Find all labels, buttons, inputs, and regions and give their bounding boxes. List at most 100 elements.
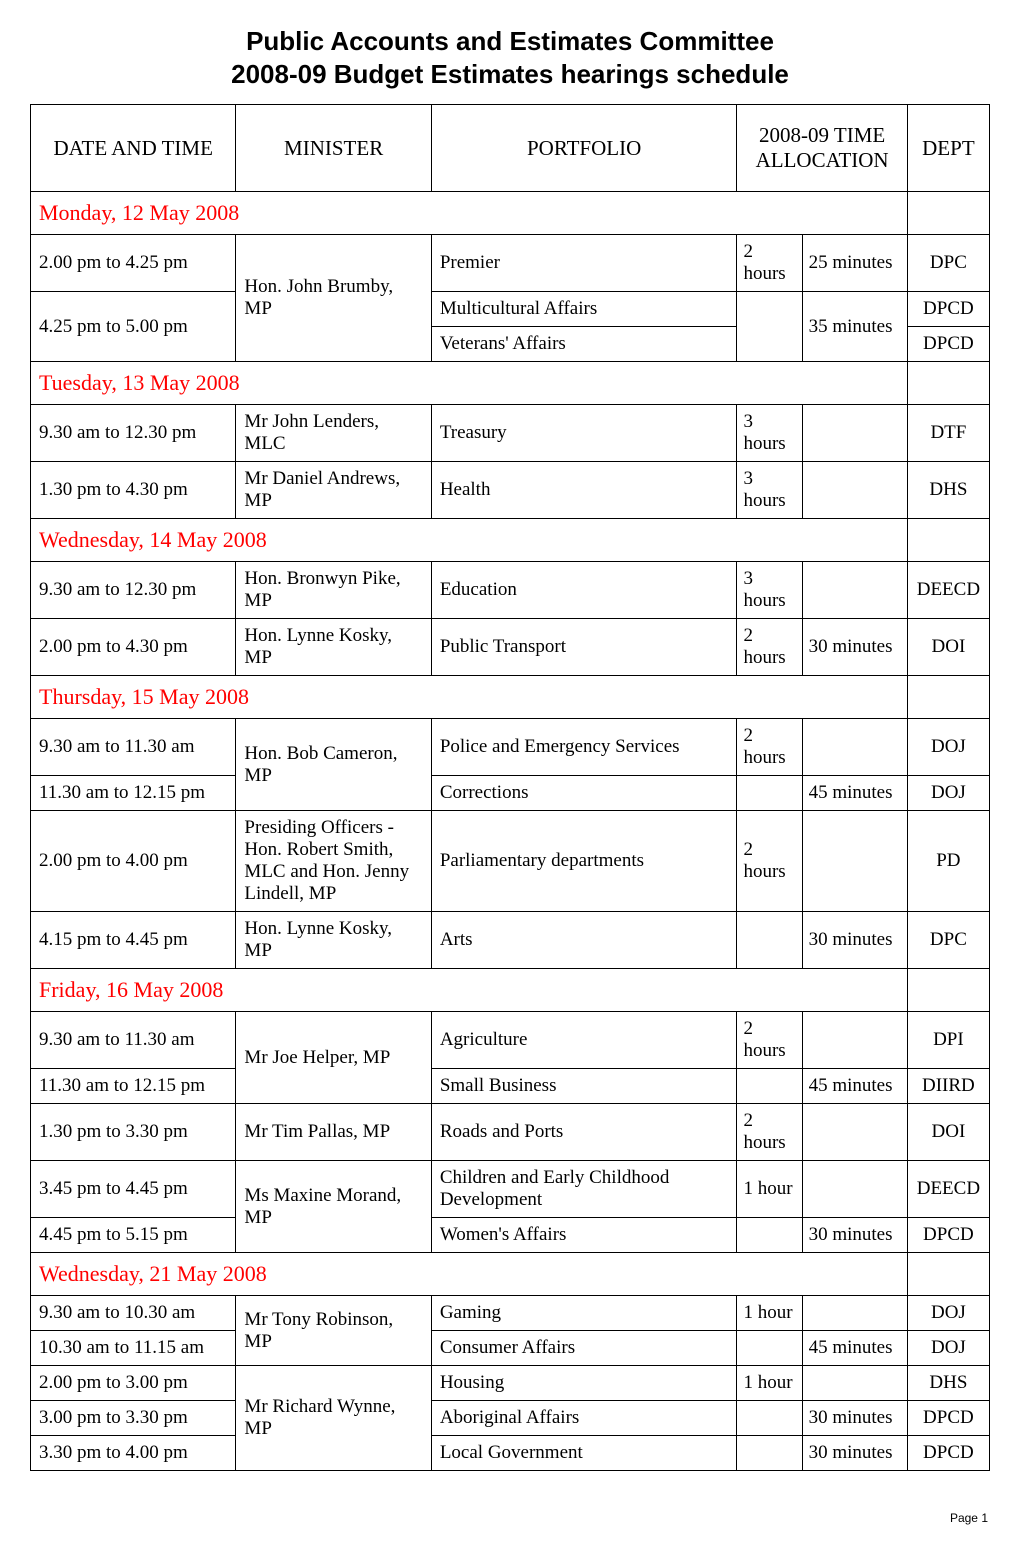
cell-minutes: 45 minutes [802,776,907,811]
cell-time: 3.30 pm to 4.00 pm [31,1436,236,1471]
cell-dept: DOJ [907,776,989,811]
day-label-row: Thursday, 15 May 2008 [31,676,990,719]
cell-minutes [802,562,907,619]
cell-hours: 3 hours [737,462,802,519]
cell-portfolio: Treasury [431,405,737,462]
table-row: 11.30 am to 12.15 pm Corrections 45 minu… [31,776,990,811]
cell-minutes [802,1296,907,1331]
cell-hours: 2 hours [737,1012,802,1069]
cell-minutes: 30 minutes [802,1436,907,1471]
hdr-dept: DEPT [907,105,989,192]
cell-time: 9.30 am to 10.30 am [31,1296,236,1331]
cell-minister: Ms Maxine Morand, MP [236,1161,431,1253]
cell-portfolio: Education [431,562,737,619]
day-label: Friday, 16 May 2008 [31,969,908,1012]
table-row: 2.00 pm to 4.30 pm Hon. Lynne Kosky, MP … [31,619,990,676]
cell-dept: DHS [907,1366,989,1401]
cell-dept: DPCD [907,1436,989,1471]
cell-time: 9.30 am to 11.30 am [31,1012,236,1069]
table-row: 2.00 pm to 3.00 pm Mr Richard Wynne, MP … [31,1366,990,1401]
cell-dept: DEECD [907,562,989,619]
cell-portfolio: Premier [431,235,737,292]
cell-minister: Mr John Lenders, MLC [236,405,431,462]
cell-hours: 3 hours [737,405,802,462]
cell-portfolio: Public Transport [431,619,737,676]
cell-time: 9.30 am to 12.30 pm [31,562,236,619]
table-row: 3.00 pm to 3.30 pm Aboriginal Affairs 30… [31,1401,990,1436]
cell-hours: 2 hours [737,235,802,292]
cell-hours [737,1436,802,1471]
cell-portfolio: Multicultural Affairs [431,292,737,327]
cell-time: 10.30 am to 11.15 am [31,1331,236,1366]
table-row: 3.30 pm to 4.00 pm Local Government 30 m… [31,1436,990,1471]
cell-dept: DOI [907,1104,989,1161]
cell-minister: Hon. John Brumby, MP [236,235,431,362]
day-dept-blank [907,519,989,562]
hdr-minister: MINISTER [236,105,431,192]
day-dept-blank [907,969,989,1012]
day-label: Thursday, 15 May 2008 [31,676,908,719]
cell-time: 3.45 pm to 4.45 pm [31,1161,236,1218]
cell-time: 2.00 pm to 4.30 pm [31,619,236,676]
cell-dept: DPC [907,912,989,969]
cell-dept: DTF [907,405,989,462]
table-row: 2.00 pm to 4.00 pm Presiding Officers - … [31,811,990,912]
day-label: Wednesday, 14 May 2008 [31,519,908,562]
cell-time: 2.00 pm to 4.00 pm [31,811,236,912]
table-row: 4.45 pm to 5.15 pm Women's Affairs 30 mi… [31,1218,990,1253]
table-row: 4.15 pm to 4.45 pm Hon. Lynne Kosky, MP … [31,912,990,969]
cell-minutes: 45 minutes [802,1069,907,1104]
cell-dept: DPCD [907,327,989,362]
cell-portfolio: Health [431,462,737,519]
cell-hours [737,776,802,811]
cell-minister: Hon. Lynne Kosky, MP [236,619,431,676]
header-row: DATE AND TIME MINISTER PORTFOLIO 2008-09… [31,105,990,192]
cell-hours [737,292,802,362]
cell-portfolio: Small Business [431,1069,737,1104]
cell-dept: DPCD [907,1401,989,1436]
table-row: 9.30 am to 10.30 am Mr Tony Robinson, MP… [31,1296,990,1331]
cell-portfolio: Parliamentary departments [431,811,737,912]
cell-time: 2.00 pm to 4.25 pm [31,235,236,292]
cell-minister: Presiding Officers - Hon. Robert Smith, … [236,811,431,912]
table-row: 4.25 pm to 5.00 pm Multicultural Affairs… [31,292,990,327]
cell-minutes: 25 minutes [802,235,907,292]
cell-minutes [802,405,907,462]
table-row: 9.30 am to 11.30 am Mr Joe Helper, MP Ag… [31,1012,990,1069]
cell-time: 4.45 pm to 5.15 pm [31,1218,236,1253]
cell-time: 11.30 am to 12.15 pm [31,1069,236,1104]
cell-time: 3.00 pm to 3.30 pm [31,1401,236,1436]
cell-portfolio: Arts [431,912,737,969]
day-label-row: Friday, 16 May 2008 [31,969,990,1012]
cell-time: 4.15 pm to 4.45 pm [31,912,236,969]
table-row: 10.30 am to 11.15 am Consumer Affairs 45… [31,1331,990,1366]
table-row: 9.30 am to 12.30 pm Hon. Bronwyn Pike, M… [31,562,990,619]
cell-hours: 2 hours [737,811,802,912]
cell-time: 1.30 pm to 4.30 pm [31,462,236,519]
table-row: 1.30 pm to 3.30 pm Mr Tim Pallas, MP Roa… [31,1104,990,1161]
cell-minister: Hon. Lynne Kosky, MP [236,912,431,969]
cell-dept: DOI [907,619,989,676]
doc-title-2: 2008-09 Budget Estimates hearings schedu… [30,59,990,90]
cell-minister: Mr Joe Helper, MP [236,1012,431,1104]
cell-minutes: 45 minutes [802,1331,907,1366]
schedule-table: DATE AND TIME MINISTER PORTFOLIO 2008-09… [30,104,990,1471]
hdr-allocation: 2008-09 TIME ALLOCATION [737,105,907,192]
cell-dept: PD [907,811,989,912]
cell-minutes [802,1366,907,1401]
day-dept-blank [907,1253,989,1296]
table-row: 3.45 pm to 4.45 pm Ms Maxine Morand, MP … [31,1161,990,1218]
cell-minutes: 30 minutes [802,1401,907,1436]
table-row: 11.30 am to 12.15 pm Small Business 45 m… [31,1069,990,1104]
cell-dept: DOJ [907,1331,989,1366]
cell-portfolio: Housing [431,1366,737,1401]
day-label-row: Wednesday, 21 May 2008 [31,1253,990,1296]
cell-dept: DPC [907,235,989,292]
day-label-row: Tuesday, 13 May 2008 [31,362,990,405]
cell-hours [737,912,802,969]
cell-dept: DPCD [907,1218,989,1253]
day-label: Monday, 12 May 2008 [31,192,908,235]
cell-time: 1.30 pm to 3.30 pm [31,1104,236,1161]
cell-hours: 2 hours [737,719,802,776]
day-dept-blank [907,676,989,719]
